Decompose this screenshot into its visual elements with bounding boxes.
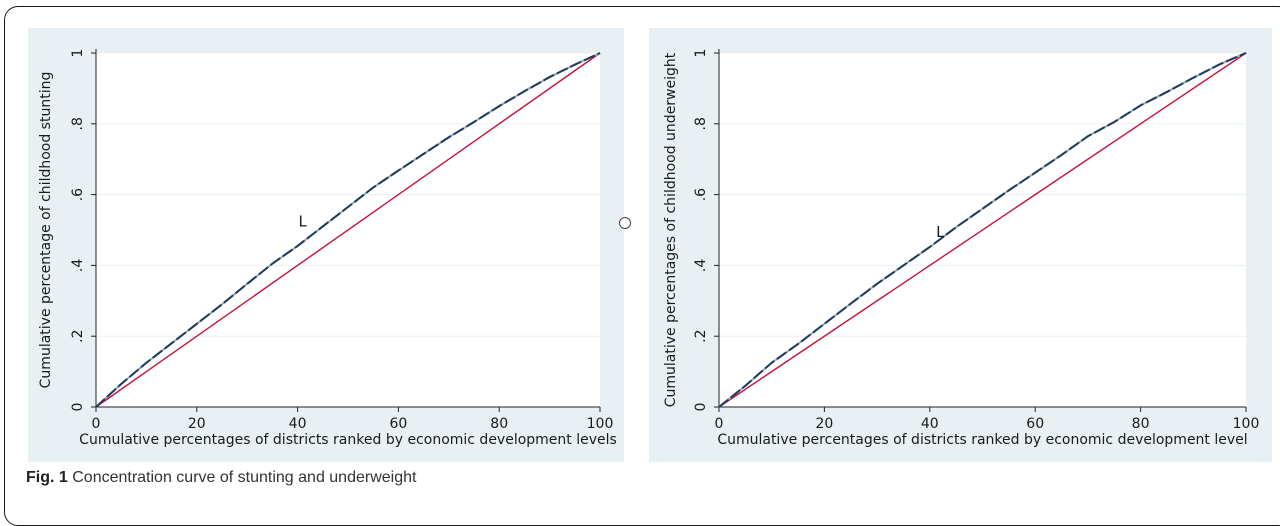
y-tick-label: .4 [693, 259, 709, 272]
x-tick-label: 40 [289, 416, 307, 432]
x-tick-label: 100 [1233, 416, 1260, 432]
x-tick-label: 60 [1026, 416, 1044, 432]
y-tick-label: .8 [70, 117, 86, 130]
x-tick-label: 100 [587, 416, 614, 432]
x-tick-label: 80 [1132, 416, 1150, 432]
concentration-curve [718, 52, 1247, 408]
x-tick-label: 0 [92, 416, 101, 432]
y-tick-label: .2 [70, 330, 86, 343]
concentration-curve [95, 52, 601, 408]
y-tick-label: .6 [693, 188, 709, 201]
x-axis-title: Cumulative percentages of districts rank… [717, 432, 1247, 448]
x-tick-label: 0 [715, 416, 724, 432]
y-tick-label: .6 [70, 188, 86, 201]
figure-caption-text: Concentration curve of stunting and unde… [72, 469, 417, 486]
y-axis-title: Cumulative percentages of childhood unde… [663, 52, 679, 407]
x-tick-label: 60 [389, 416, 407, 432]
chart-underweight-panel: 0.2.4.6.8 1 0 20 40 60 80 100 Cumulative percent… [649, 28, 1272, 462]
y-tick-label: .4 [70, 259, 86, 272]
y-tick-label: 1 [70, 49, 86, 58]
x-tick-label: 20 [188, 416, 206, 432]
line-of-equality [718, 52, 1247, 408]
line-of-equality [95, 52, 601, 408]
x-axis-title: Cumulative percentages of districts rank… [79, 432, 617, 448]
y-tick-label: 0 [693, 403, 709, 412]
x-tick-label: 40 [921, 416, 939, 432]
y-axis-title: Cumulative percentage of childhood stunt… [38, 72, 54, 389]
chart-stunting-panel: 0.2.4.6.8 1 0 20 40 60 80 100 Cumulative percent… [28, 28, 624, 462]
figure-caption: Fig. 1 Concentration curve of stunting a… [26, 469, 416, 487]
y-tick-label: 1 [693, 49, 709, 58]
curve-label-L: L [936, 223, 945, 241]
y-tick-label: .2 [693, 330, 709, 343]
x-tick-label: 20 [815, 416, 833, 432]
curve-label-L: L [298, 212, 307, 230]
figure-label: Fig. 1 [26, 469, 68, 486]
y-tick-label: .8 [693, 117, 709, 130]
y-tick-label: 0 [70, 403, 86, 412]
x-tick-label: 80 [490, 416, 508, 432]
circle-icon [619, 217, 631, 229]
